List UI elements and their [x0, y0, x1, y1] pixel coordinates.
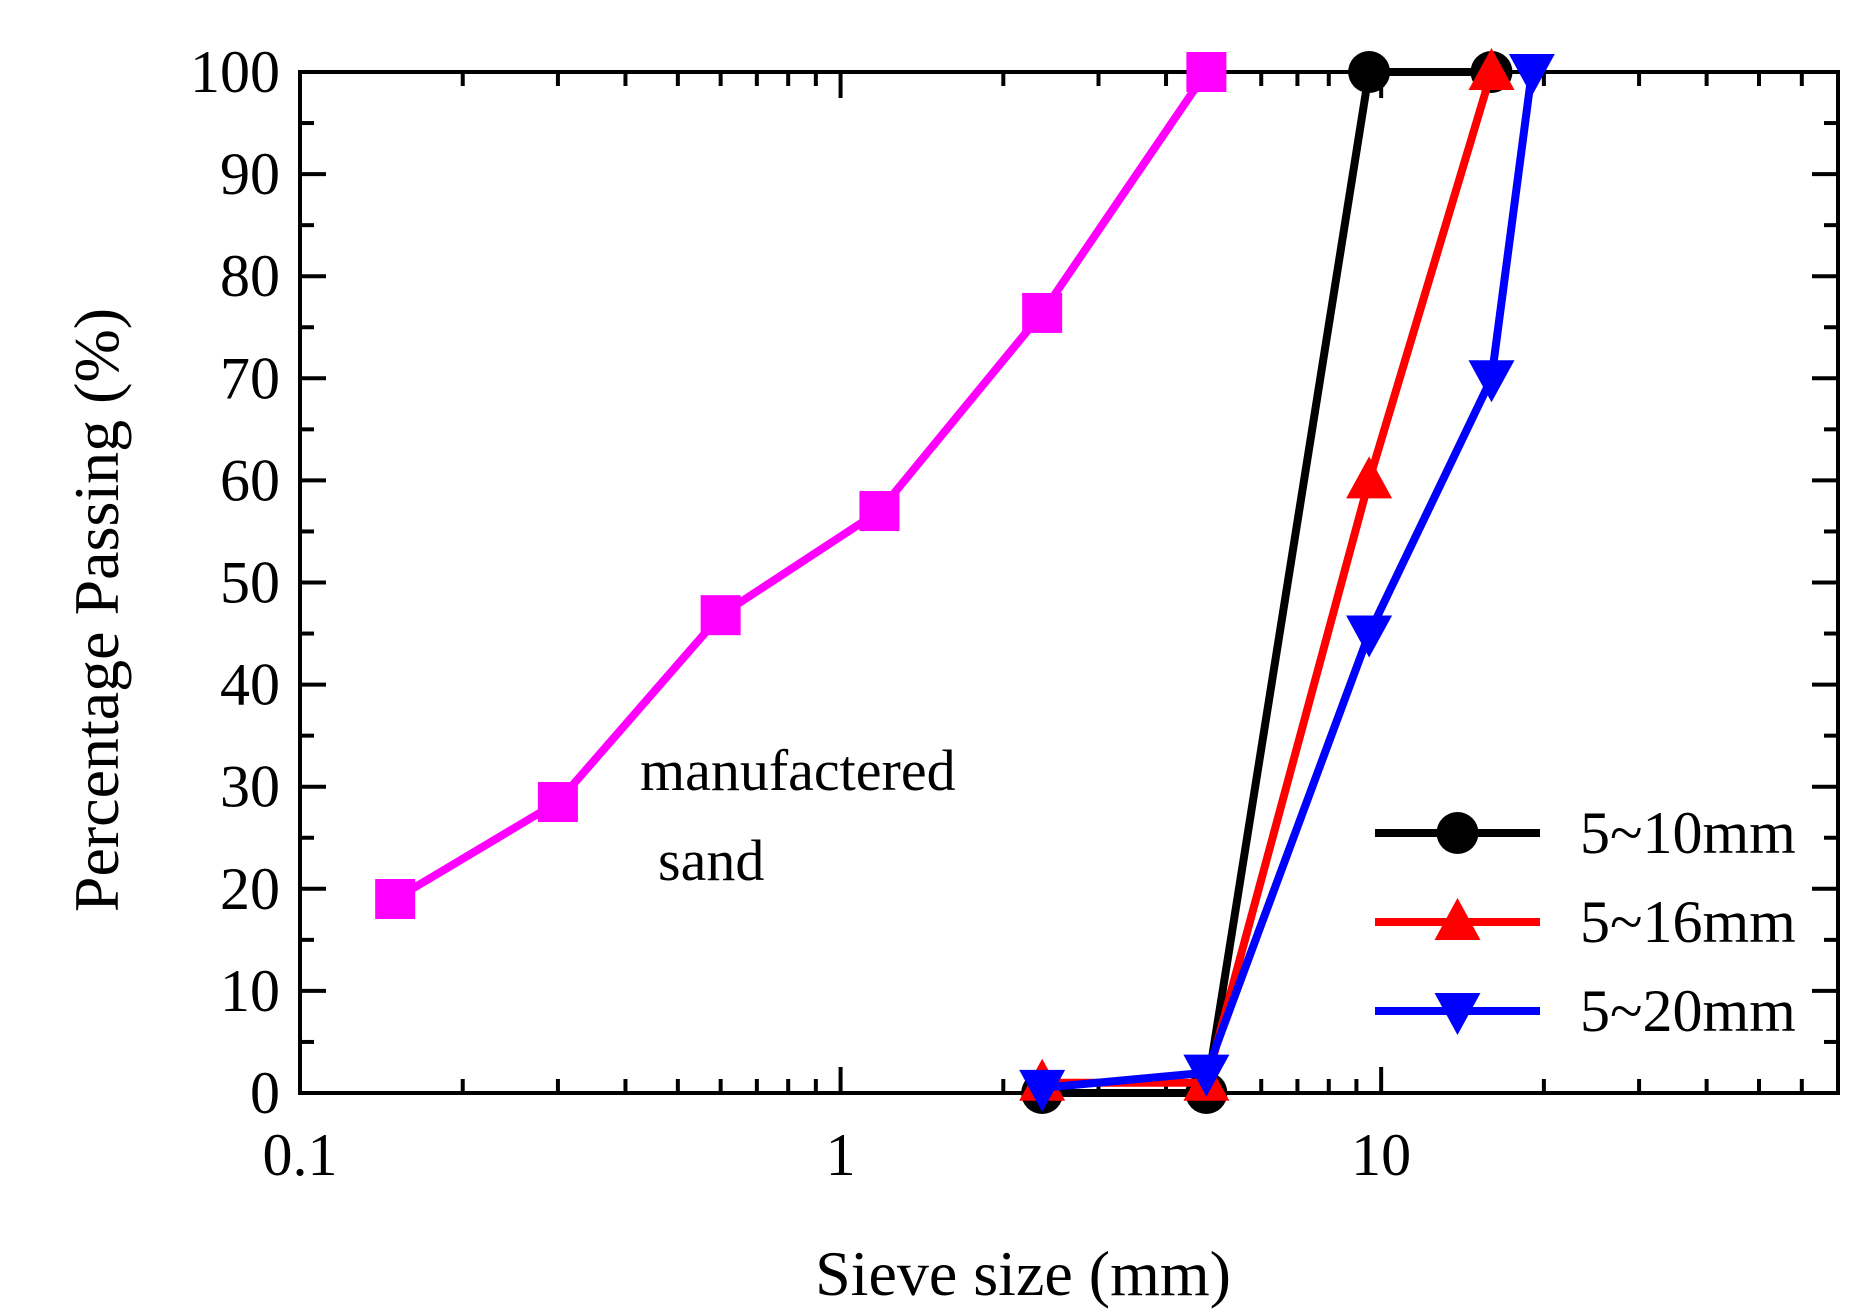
data-point-5-20mm — [1346, 615, 1393, 658]
data-point-5-20mm — [1183, 1054, 1230, 1097]
legend-label-5-20mm: 5~20mm — [1580, 978, 1796, 1044]
series-5-10mm — [1021, 51, 1513, 1114]
series-line-5-10mm — [1042, 68, 1492, 1097]
legend-marker-shape — [1434, 898, 1481, 940]
data-point-5-10mm — [1348, 51, 1391, 93]
y-tick-label: 80 — [220, 243, 280, 309]
data-point-5-16mm — [1468, 48, 1515, 90]
annotation-manufactered: manufactered — [640, 738, 956, 803]
x-tick-label: 1 — [826, 1122, 856, 1188]
legend-marker-shape — [1436, 812, 1479, 854]
data-point-5-20mm — [1468, 360, 1515, 403]
y-tick-label: 40 — [220, 652, 280, 718]
x-axis-title: Sieve size (mm) — [815, 1238, 1231, 1309]
series-5-16mm — [1019, 48, 1515, 1101]
y-tick-label: 30 — [220, 754, 280, 820]
legend-marker-5-16mm — [1434, 898, 1481, 940]
data-point-5-20mm — [1508, 54, 1555, 96]
series-5-20mm — [1019, 54, 1555, 1112]
legend: 5~10mm 5~16mm 5~20mm — [1375, 800, 1796, 1044]
data-point-manufactered-sand — [1022, 292, 1063, 333]
data-point-manufactered-sand — [700, 595, 741, 636]
data-point-manufactered-sand — [1186, 52, 1227, 92]
data-point-manufactered-sand — [537, 782, 578, 823]
y-axis: 0 10 20 30 40 50 60 70 80 90 100 — [190, 39, 1838, 1126]
y-tick-label: 20 — [220, 856, 280, 922]
legend-item-5-20mm: 5~20mm — [1375, 978, 1796, 1044]
data-point-5-16mm — [1346, 456, 1393, 499]
annotation-sand: sand — [658, 828, 764, 893]
series-manufactered-sand — [375, 52, 1227, 920]
series-line-manufactered-sand — [393, 69, 1210, 903]
y-axis-title: Percentage Passing (%) — [61, 308, 132, 912]
y-tick-label: 10 — [220, 958, 280, 1024]
legend-item-5-16mm: 5~16mm — [1375, 889, 1796, 955]
y-tick-label: 0 — [250, 1060, 280, 1126]
y-tick-label: 90 — [220, 141, 280, 207]
x-tick-label: 10 — [1351, 1122, 1411, 1188]
series-layer — [375, 48, 1555, 1114]
data-point-manufactered-sand — [375, 879, 416, 920]
legend-marker-5-10mm — [1436, 812, 1479, 854]
legend-marker-5-20mm — [1434, 993, 1481, 1035]
y-tick-label: 50 — [220, 550, 280, 616]
data-point-manufactered-sand — [859, 491, 900, 532]
data-point-5-20mm — [1019, 1069, 1066, 1112]
y-tick-label: 60 — [220, 447, 280, 513]
legend-marker-shape — [1434, 993, 1481, 1035]
series-line-5-16mm — [1042, 70, 1496, 1087]
x-tick-label: 0.1 — [263, 1122, 338, 1188]
y-tick-label: 100 — [190, 39, 280, 105]
legend-label-5-10mm: 5~10mm — [1580, 800, 1796, 866]
legend-label-5-16mm: 5~16mm — [1580, 889, 1796, 955]
y-tick-label: 70 — [220, 345, 280, 411]
legend-item-5-10mm: 5~10mm — [1375, 800, 1796, 866]
